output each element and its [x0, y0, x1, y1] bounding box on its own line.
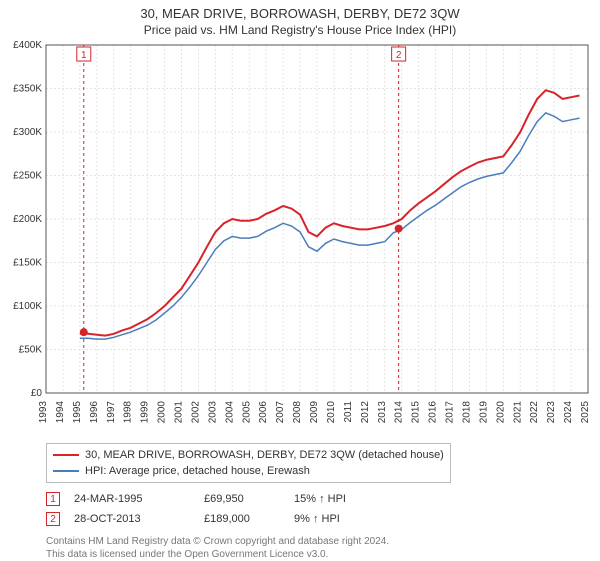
svg-text:2006: 2006 — [258, 401, 269, 424]
svg-text:1999: 1999 — [140, 401, 151, 424]
sale-delta: 15% ↑ HPI — [294, 489, 414, 509]
legend-label-1: 30, MEAR DRIVE, BORROWASH, DERBY, DE72 3… — [85, 447, 444, 463]
subtitle: Price paid vs. HM Land Registry's House … — [0, 23, 600, 37]
legend-label-2: HPI: Average price, detached house, Erew… — [85, 463, 310, 479]
title-block: 30, MEAR DRIVE, BORROWASH, DERBY, DE72 3… — [0, 0, 600, 37]
svg-text:1995: 1995 — [72, 401, 83, 424]
svg-text:1998: 1998 — [123, 401, 134, 424]
sale-date: 24-MAR-1995 — [74, 489, 204, 509]
footer: Contains HM Land Registry data © Crown c… — [46, 535, 600, 561]
sale-row: 1 24-MAR-1995 £69,950 15% ↑ HPI — [46, 489, 600, 509]
svg-text:2019: 2019 — [478, 401, 489, 424]
svg-text:£350K: £350K — [13, 84, 42, 95]
legend-row-1: 30, MEAR DRIVE, BORROWASH, DERBY, DE72 3… — [53, 447, 444, 463]
svg-text:£200K: £200K — [13, 214, 42, 225]
line-chart: £0 £50K £100K £150K £200K £250K £300K £350K £400… — [0, 37, 600, 437]
svg-text:1996: 1996 — [89, 401, 100, 424]
sales-list: 1 24-MAR-1995 £69,950 15% ↑ HPI 2 28-OCT… — [46, 489, 600, 529]
svg-text:2009: 2009 — [309, 401, 320, 424]
svg-text:2012: 2012 — [360, 401, 371, 424]
svg-text:2013: 2013 — [377, 401, 388, 424]
sale-date: 28-OCT-2013 — [74, 509, 204, 529]
svg-text:2021: 2021 — [512, 401, 523, 424]
svg-text:2001: 2001 — [174, 401, 185, 424]
svg-text:1: 1 — [81, 50, 87, 61]
legend-swatch-2 — [53, 470, 79, 472]
svg-text:2022: 2022 — [529, 401, 540, 424]
sale-price: £189,000 — [204, 509, 294, 529]
sale-badge: 1 — [46, 492, 60, 506]
sale-delta: 9% ↑ HPI — [294, 509, 414, 529]
legend-swatch-1 — [53, 454, 79, 456]
svg-text:2000: 2000 — [157, 401, 168, 424]
svg-text:£300K: £300K — [13, 127, 42, 138]
svg-text:£0: £0 — [31, 388, 43, 399]
legend: 30, MEAR DRIVE, BORROWASH, DERBY, DE72 3… — [46, 443, 451, 483]
svg-text:1993: 1993 — [38, 401, 49, 424]
svg-text:2: 2 — [396, 50, 402, 61]
svg-text:2003: 2003 — [207, 401, 218, 424]
svg-text:2015: 2015 — [411, 401, 422, 424]
svg-text:£400K: £400K — [13, 40, 42, 51]
sale-row: 2 28-OCT-2013 £189,000 9% ↑ HPI — [46, 509, 600, 529]
address-title: 30, MEAR DRIVE, BORROWASH, DERBY, DE72 3… — [0, 6, 600, 21]
svg-text:2007: 2007 — [275, 401, 286, 424]
svg-text:2010: 2010 — [326, 401, 337, 424]
svg-text:1994: 1994 — [55, 401, 66, 424]
svg-text:2004: 2004 — [224, 401, 235, 424]
chart-area: £0 £50K £100K £150K £200K £250K £300K £350K £400… — [0, 37, 600, 437]
footer-line-2: This data is licensed under the Open Gov… — [46, 548, 600, 561]
chart-container: 30, MEAR DRIVE, BORROWASH, DERBY, DE72 3… — [0, 0, 600, 560]
svg-text:2017: 2017 — [445, 401, 456, 424]
svg-text:2025: 2025 — [580, 401, 591, 424]
svg-text:£250K: £250K — [13, 171, 42, 182]
svg-text:1997: 1997 — [106, 401, 117, 424]
svg-text:£100K: £100K — [13, 301, 42, 312]
sale-badge: 2 — [46, 512, 60, 526]
svg-text:2005: 2005 — [241, 401, 252, 424]
svg-text:2016: 2016 — [428, 401, 439, 424]
svg-text:2018: 2018 — [461, 401, 472, 424]
svg-text:2024: 2024 — [563, 401, 574, 424]
svg-text:2014: 2014 — [394, 401, 405, 424]
svg-text:£150K: £150K — [13, 258, 42, 269]
svg-text:2023: 2023 — [546, 401, 557, 424]
svg-text:£50K: £50K — [19, 345, 43, 356]
svg-text:2020: 2020 — [495, 401, 506, 424]
legend-row-2: HPI: Average price, detached house, Erew… — [53, 463, 444, 479]
svg-text:2008: 2008 — [292, 401, 303, 424]
sale-price: £69,950 — [204, 489, 294, 509]
footer-line-1: Contains HM Land Registry data © Crown c… — [46, 535, 600, 548]
svg-text:2002: 2002 — [190, 401, 201, 424]
svg-text:2011: 2011 — [343, 401, 354, 423]
